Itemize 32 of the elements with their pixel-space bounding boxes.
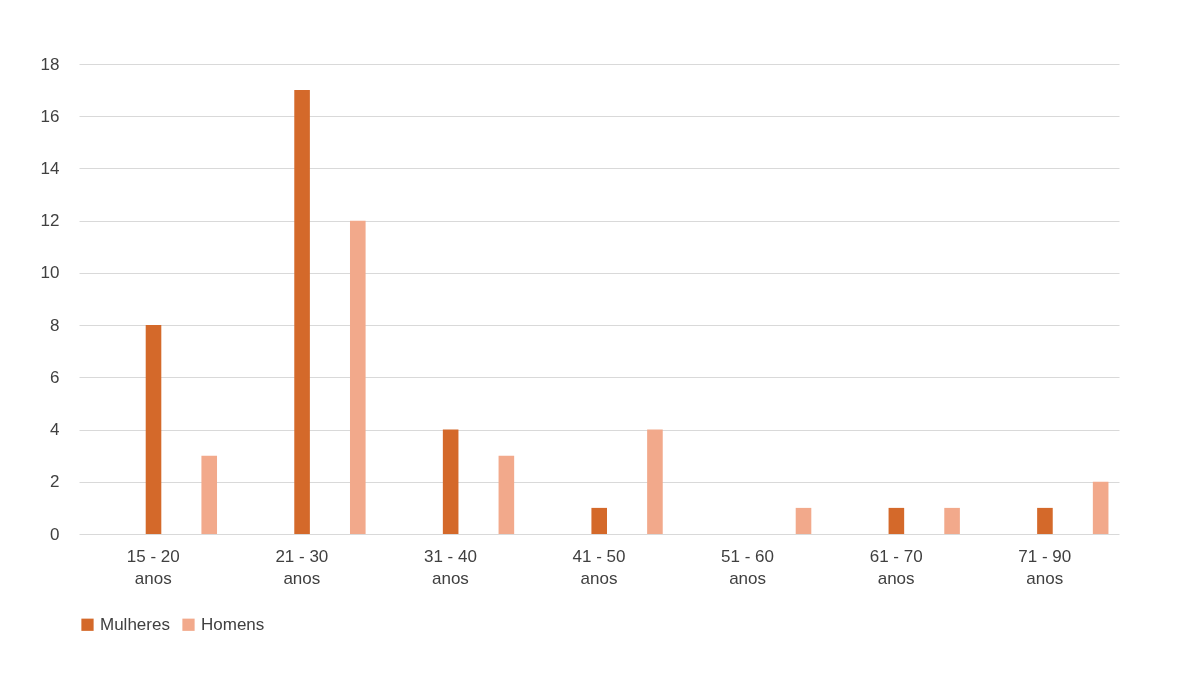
- bar: [1037, 507, 1053, 534]
- y-tick-label: 16: [40, 106, 60, 126]
- x-tick-label: 71 - 90 anos: [1018, 546, 1072, 588]
- bar: [795, 507, 812, 534]
- y-tick-label: 8: [50, 315, 60, 335]
- x-tick-label: 21 - 30 anos: [275, 546, 329, 588]
- bar: [201, 455, 218, 534]
- y-tick-label: 4: [50, 420, 60, 440]
- bar: [145, 325, 162, 534]
- bar: [349, 220, 366, 534]
- bar: [647, 429, 663, 534]
- y-tick-label: 14: [40, 158, 60, 178]
- x-tick-label: 51 - 60 anos: [721, 546, 775, 588]
- legend-label: Homens: [201, 614, 265, 634]
- bar: [591, 507, 608, 534]
- y-tick-label: 12: [40, 211, 60, 231]
- y-tick-label: 10: [40, 263, 60, 283]
- y-tick-label: 0: [50, 524, 60, 544]
- bar: [1092, 481, 1109, 534]
- y-tick-label: 18: [40, 54, 60, 74]
- x-tick-label: 61 - 70 anos: [869, 546, 923, 588]
- y-tick-label: 6: [50, 367, 60, 387]
- bar: [442, 429, 459, 534]
- x-tick-label: 31 - 40 anos: [423, 546, 477, 588]
- bar: [498, 455, 515, 534]
- x-tick-label: 15 - 20 anos: [126, 546, 180, 588]
- legend-label: Mulheres: [100, 614, 170, 634]
- x-tick-label: 41 - 50 anos: [572, 546, 626, 588]
- bar: [944, 507, 960, 534]
- y-tick-label: 2: [50, 472, 60, 492]
- bar: [888, 507, 905, 534]
- bar: [294, 90, 310, 534]
